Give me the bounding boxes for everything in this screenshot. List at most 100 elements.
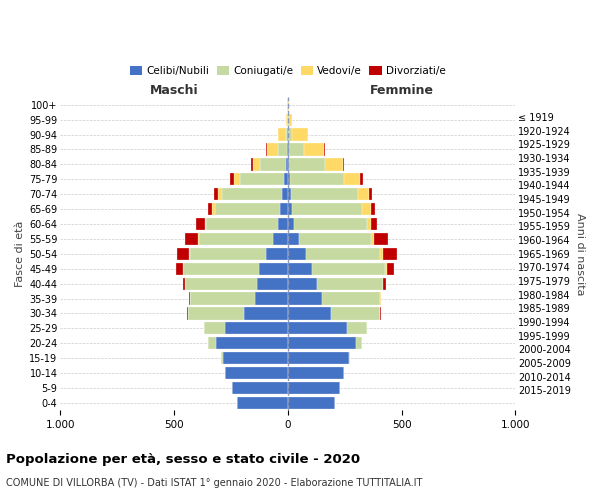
Bar — [286, 128, 287, 140]
Bar — [273, 233, 288, 245]
Bar — [189, 248, 190, 260]
Bar — [288, 278, 317, 289]
Bar — [288, 188, 290, 200]
Bar — [212, 203, 215, 215]
Bar — [260, 158, 286, 170]
Bar — [176, 262, 183, 275]
Bar — [184, 278, 185, 289]
Bar — [266, 248, 288, 260]
Bar — [317, 278, 383, 289]
Bar — [266, 144, 268, 156]
Bar — [221, 352, 223, 364]
Bar — [362, 203, 371, 215]
Bar — [198, 233, 199, 245]
Text: COMUNE DI VILLORBA (TV) - Dati ISTAT 1° gennaio 2020 - Elaborazione TUTTITALIA.I: COMUNE DI VILLORBA (TV) - Dati ISTAT 1° … — [6, 478, 422, 488]
Bar — [324, 144, 325, 156]
Bar — [185, 233, 198, 245]
Bar — [278, 218, 288, 230]
Bar — [299, 233, 371, 245]
Bar — [288, 144, 289, 156]
Bar — [236, 396, 288, 409]
Bar — [190, 248, 266, 260]
Bar — [289, 128, 292, 140]
Bar — [371, 218, 377, 230]
Bar — [370, 188, 372, 200]
Bar — [288, 322, 347, 334]
Bar — [226, 322, 288, 334]
Bar — [280, 203, 288, 215]
Bar — [380, 292, 382, 304]
Bar — [288, 367, 344, 379]
Bar — [343, 158, 344, 170]
Bar — [331, 308, 380, 320]
Bar — [214, 188, 218, 200]
Bar — [288, 233, 299, 245]
Bar — [288, 292, 322, 304]
Bar — [289, 114, 292, 126]
Bar — [232, 382, 288, 394]
Bar — [288, 173, 290, 186]
Bar — [288, 98, 289, 111]
Bar — [304, 144, 324, 156]
Bar — [287, 144, 288, 156]
Bar — [288, 262, 313, 275]
Bar — [356, 337, 362, 349]
Bar — [278, 144, 287, 156]
Bar — [367, 218, 371, 230]
Bar — [216, 337, 288, 349]
Bar — [268, 144, 278, 156]
Bar — [358, 188, 370, 200]
Text: Maschi: Maschi — [150, 84, 199, 96]
Bar — [282, 188, 288, 200]
Bar — [344, 173, 360, 186]
Bar — [286, 158, 288, 170]
Y-axis label: Anni di nascita: Anni di nascita — [575, 212, 585, 295]
Bar — [288, 218, 294, 230]
Bar — [313, 262, 385, 275]
Y-axis label: Fasce di età: Fasce di età — [15, 220, 25, 287]
Bar — [223, 352, 288, 364]
Bar — [383, 278, 386, 289]
Bar — [251, 158, 253, 170]
Bar — [349, 352, 350, 364]
Bar — [253, 158, 260, 170]
Bar — [289, 144, 304, 156]
Bar — [208, 203, 212, 215]
Bar — [199, 233, 273, 245]
Bar — [288, 248, 305, 260]
Bar — [305, 248, 380, 260]
Bar — [288, 396, 335, 409]
Bar — [208, 337, 216, 349]
Bar — [284, 173, 288, 186]
Bar — [278, 128, 286, 140]
Text: Femmine: Femmine — [370, 84, 434, 96]
Bar — [234, 173, 240, 186]
Bar — [288, 158, 289, 170]
Bar — [294, 218, 367, 230]
Bar — [218, 188, 222, 200]
Bar — [380, 248, 383, 260]
Bar — [288, 352, 349, 364]
Bar — [386, 262, 394, 275]
Bar — [255, 292, 288, 304]
Bar — [259, 262, 288, 275]
Bar — [322, 292, 380, 304]
Bar — [185, 278, 257, 289]
Bar — [190, 292, 255, 304]
Bar — [205, 218, 206, 230]
Bar — [288, 382, 340, 394]
Bar — [215, 203, 280, 215]
Bar — [383, 248, 397, 260]
Bar — [347, 322, 367, 334]
Text: Popolazione per età, sesso e stato civile - 2020: Popolazione per età, sesso e stato civil… — [6, 452, 360, 466]
Bar — [240, 173, 284, 186]
Bar — [371, 233, 374, 245]
Bar — [371, 203, 375, 215]
Bar — [385, 262, 386, 275]
Bar — [257, 278, 288, 289]
Bar — [325, 158, 343, 170]
Bar — [288, 337, 356, 349]
Bar — [292, 203, 362, 215]
Bar — [289, 158, 325, 170]
Bar — [189, 292, 190, 304]
